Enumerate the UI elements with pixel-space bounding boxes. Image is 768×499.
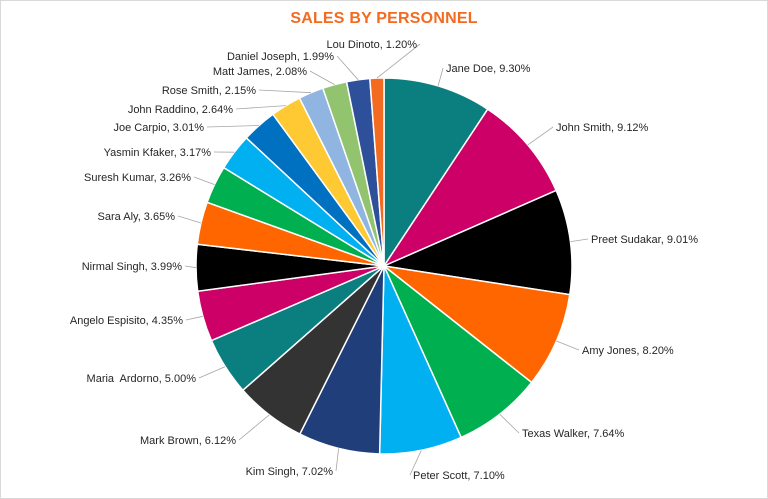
data-label: Daniel Joseph, 1.99% bbox=[227, 51, 334, 63]
pie-slices bbox=[195, 77, 573, 455]
leader-line bbox=[235, 105, 286, 110]
leader-line bbox=[409, 450, 422, 476]
data-label: Angelo Espisito, 4.35% bbox=[70, 315, 183, 327]
data-label: John Raddino, 2.64% bbox=[128, 104, 233, 116]
pie-slice-amy-jones bbox=[381, 264, 571, 384]
data-label: Peter Scott, 7.10% bbox=[413, 470, 505, 482]
leader-line bbox=[527, 126, 554, 146]
data-label: Jane Doe, 9.30% bbox=[446, 63, 531, 75]
chart-title: SALES BY PERSONNEL bbox=[290, 10, 478, 27]
leader-line bbox=[185, 315, 203, 321]
data-label: Joe Carpio, 3.01% bbox=[114, 122, 205, 134]
data-label: Suresh Kumar, 3.26% bbox=[84, 172, 191, 184]
leader-line bbox=[570, 238, 589, 242]
leader-line bbox=[193, 176, 215, 185]
leader-line bbox=[177, 215, 202, 224]
leader-line bbox=[556, 340, 580, 351]
leader-line bbox=[238, 414, 270, 441]
data-label: Kim Singh, 7.02% bbox=[246, 466, 334, 478]
data-label: Texas Walker, 7.64% bbox=[522, 428, 625, 440]
leader-line bbox=[184, 265, 197, 269]
data-label: Sara Aly, 3.65% bbox=[98, 211, 176, 223]
data-label: Rose Smith, 2.15% bbox=[162, 85, 256, 97]
data-label: Mark Brown, 6.12% bbox=[140, 435, 236, 447]
leader-line bbox=[309, 70, 335, 85]
data-label: Maria Ardorno, 5.00% bbox=[87, 373, 197, 385]
data-label: Preet Sudakar, 9.01% bbox=[591, 234, 698, 246]
leader-line bbox=[206, 125, 260, 128]
leader-line bbox=[376, 43, 421, 79]
leader-line bbox=[335, 448, 339, 472]
leader-line bbox=[499, 413, 520, 434]
leader-line bbox=[258, 89, 312, 94]
leader-line bbox=[198, 366, 226, 379]
leader-line bbox=[336, 55, 359, 81]
pie-slice-lou-dinoto bbox=[369, 77, 385, 267]
leader-line bbox=[437, 67, 444, 87]
data-labels: Jane Doe, 9.30% John Smith, 9.12% Preet Su… bbox=[70, 39, 698, 482]
data-label: Matt James, 2.08% bbox=[213, 66, 307, 78]
data-label: Amy Jones, 8.20% bbox=[582, 345, 674, 357]
leader-lines bbox=[177, 43, 589, 476]
data-label: Yasmin Kfaker, 3.17% bbox=[104, 147, 212, 159]
data-label: John Smith, 9.12% bbox=[556, 122, 649, 134]
data-label: Lou Dinoto, 1.20% bbox=[326, 39, 417, 51]
data-label: Nirmal Singh, 3.99% bbox=[82, 261, 182, 273]
